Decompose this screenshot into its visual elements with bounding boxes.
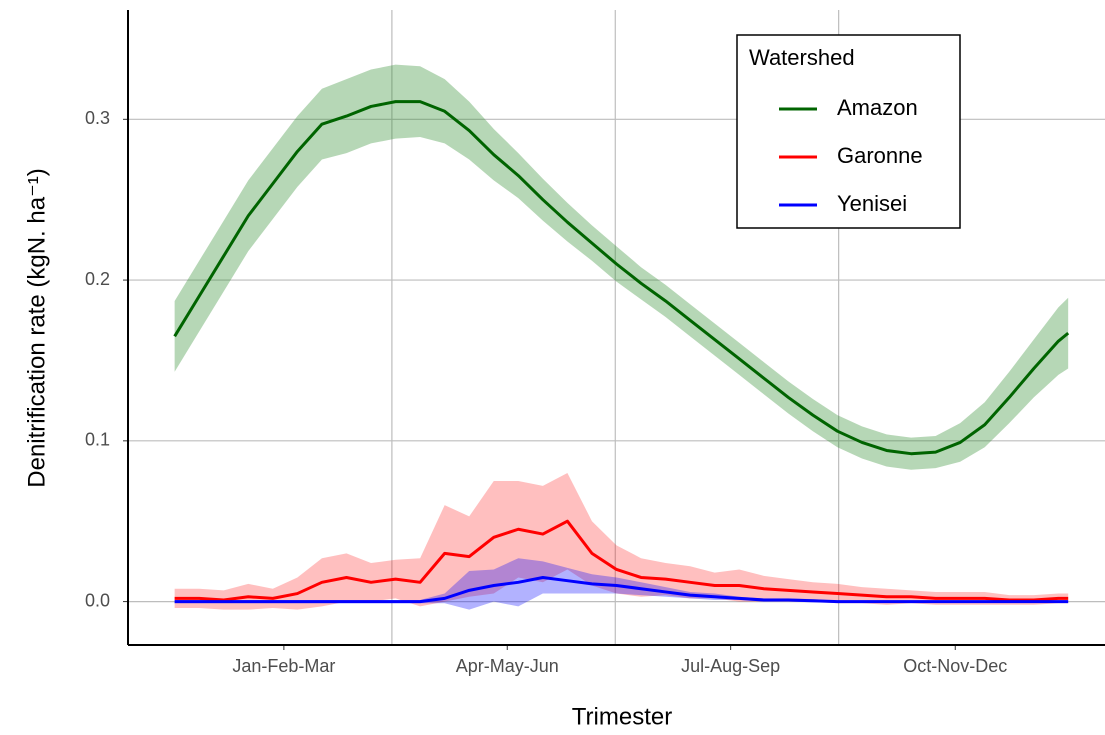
x-tick-label: Jul-Aug-Sep [681,656,780,676]
y-tick-label: 0.3 [85,108,110,128]
error-band [174,558,1069,610]
legend-title: Watershed [749,45,855,70]
x-tick-label: Jan-Feb-Mar [232,656,335,676]
x-tick-label: Oct-Nov-Dec [903,656,1007,676]
legend-label: Garonne [837,143,923,168]
legend-label: Amazon [837,95,918,120]
legend-box [736,34,961,229]
x-axis-label: Trimester [572,703,672,730]
x-tick-label: Apr-May-Jun [456,656,559,676]
line [174,575,1069,604]
legend-label: Yenisei [837,191,907,216]
line [173,100,1070,456]
y-tick-label: 0.1 [85,430,110,450]
error-band [174,472,1069,610]
y-tick-label: 0.2 [85,269,110,289]
y-tick-label: 0.0 [85,590,110,610]
line [174,519,1069,602]
y-axis-label: Denitrification rate (kgN. ha⁻¹) [23,168,50,487]
